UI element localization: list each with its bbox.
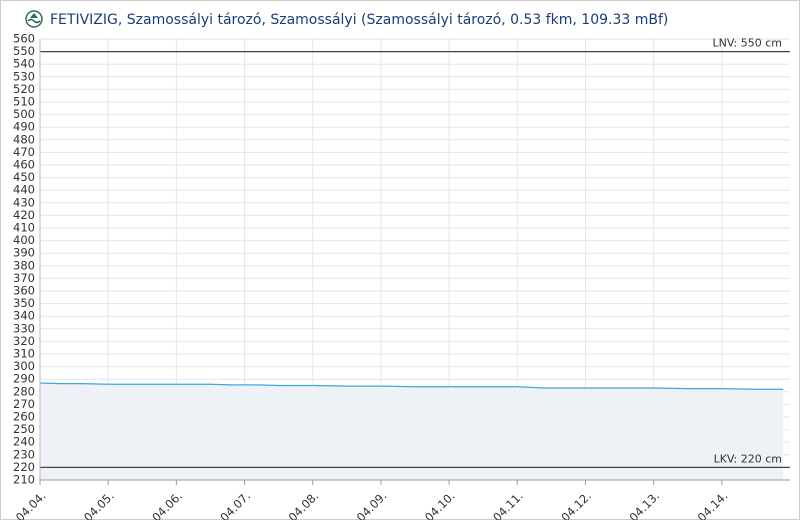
y-tick-label: 550 xyxy=(13,44,35,58)
y-tick-label: 540 xyxy=(13,57,35,71)
y-tick-label: 350 xyxy=(13,296,35,310)
y-tick-label: 500 xyxy=(13,107,35,121)
y-tick-label: 390 xyxy=(13,246,35,260)
y-tick-label: 370 xyxy=(13,271,35,285)
y-tick-label: 330 xyxy=(13,321,35,335)
y-tick-label: 480 xyxy=(13,132,35,146)
y-tick-label: 320 xyxy=(13,334,35,348)
area-fill xyxy=(40,382,784,480)
y-tick-label: 530 xyxy=(13,69,35,83)
line xyxy=(39,382,784,390)
y-tick-label: 280 xyxy=(13,384,35,398)
y-tick-label: 300 xyxy=(13,359,35,373)
y-tick-label: 560 xyxy=(13,32,35,46)
y-tick-label: 460 xyxy=(13,158,35,172)
y-tick-label: 400 xyxy=(13,233,35,247)
y-tick-label: 210 xyxy=(13,473,35,487)
y-tick-label: 260 xyxy=(13,410,35,424)
y-tick-label: 250 xyxy=(13,422,35,436)
logo xyxy=(25,10,43,28)
y-tick-label: 360 xyxy=(13,284,35,298)
y-tick-label: 470 xyxy=(13,145,35,159)
y-tick-label: 440 xyxy=(13,183,35,197)
y-tick-label: 510 xyxy=(13,95,35,109)
y-tick-label: 270 xyxy=(13,397,35,411)
y-tick-label: 450 xyxy=(13,170,35,184)
chart-title: FETIVIZIG, Szamossályi tározó, Szamossál… xyxy=(50,12,668,28)
y-tick-label: 220 xyxy=(13,460,35,474)
y-tick-label: 430 xyxy=(13,195,35,209)
reference-label: LKV: 220 cm xyxy=(714,452,782,465)
y-tick-label: 230 xyxy=(13,447,35,461)
y-tick-label: 240 xyxy=(13,435,35,449)
y-tick-label: 310 xyxy=(13,347,35,361)
y-tick-label: 520 xyxy=(13,82,35,96)
reference-label: LNV: 550 cm xyxy=(713,37,782,50)
y-tick-label: 420 xyxy=(13,208,35,222)
y-tick-label: 290 xyxy=(13,372,35,386)
y-tick-label: 340 xyxy=(13,309,35,323)
y-tick-label: 380 xyxy=(13,258,35,272)
y-tick-label: 410 xyxy=(13,221,35,235)
y-tick-label: 490 xyxy=(13,120,35,134)
